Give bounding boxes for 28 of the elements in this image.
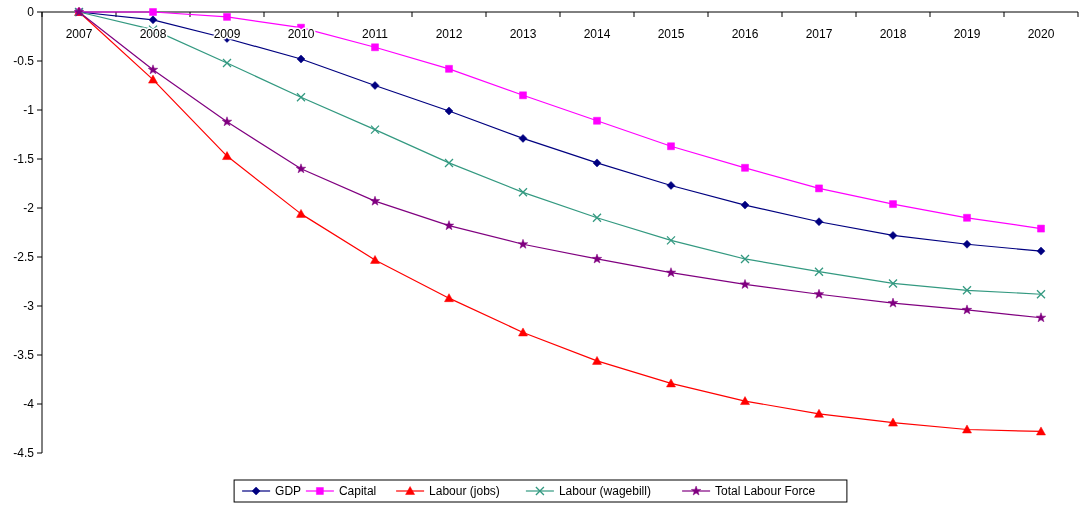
y-tick-label: -2.5 <box>13 250 35 265</box>
x-tick-label: 2020 <box>1027 27 1055 41</box>
legend-label: GDP <box>275 484 302 499</box>
x-tick-label: 2012 <box>435 27 463 41</box>
x-tick-label: 2017 <box>805 27 833 41</box>
y-tick-label: -1.5 <box>13 152 35 167</box>
x-tick-label: 2007 <box>65 27 93 41</box>
x-tick-label: 2018 <box>879 27 907 41</box>
y-tick-label: -1 <box>23 103 35 118</box>
y-tick-label: -4.5 <box>13 446 35 461</box>
y-tick-label: 0 <box>27 5 35 20</box>
x-tick-label: 2011 <box>362 27 389 41</box>
x-tick-label: 2014 <box>583 27 611 41</box>
y-tick-label: -0.5 <box>13 54 35 69</box>
legend-label: Labour (wagebill) <box>558 484 651 499</box>
y-tick-label: -3 <box>23 299 35 314</box>
x-tick-label: 2010 <box>287 27 315 41</box>
legend-label: Total Labour Force <box>715 484 816 499</box>
y-tick-label: -2 <box>23 201 35 216</box>
y-tick-label: -3.5 <box>13 348 35 363</box>
x-tick-label: 2008 <box>139 27 167 41</box>
x-tick-label: 2019 <box>953 27 981 41</box>
x-tick-label: 2015 <box>657 27 685 41</box>
y-tick-label: -4 <box>23 397 35 412</box>
legend-label: Labour (jobs) <box>429 484 500 499</box>
legend-label: Capital <box>338 484 377 499</box>
x-tick-label: 2016 <box>731 27 759 41</box>
x-tick-label: 2013 <box>509 27 537 41</box>
